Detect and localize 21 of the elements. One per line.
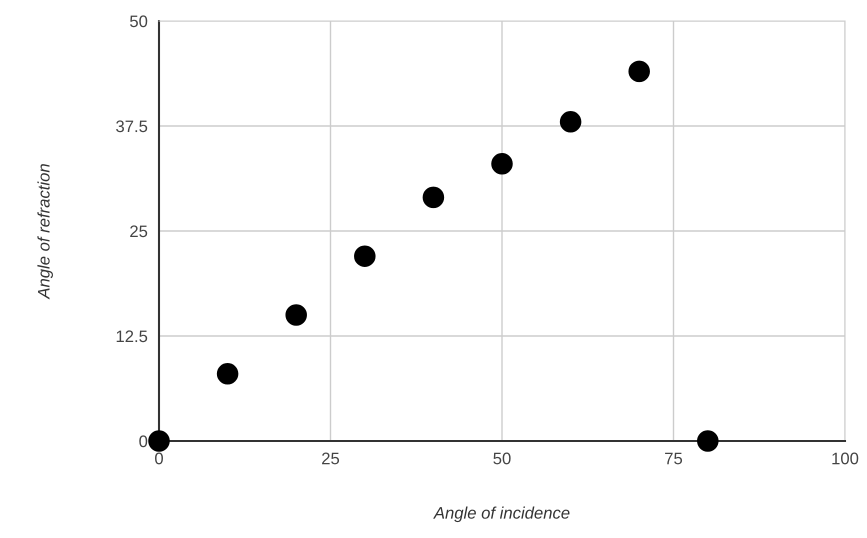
y-tick-label: 0: [139, 435, 148, 448]
point: [422, 186, 444, 208]
point: [560, 111, 582, 133]
point: [697, 430, 719, 452]
point: [491, 153, 513, 175]
point: [148, 430, 170, 452]
point: [354, 245, 376, 267]
y-tick-label: 25: [130, 225, 148, 238]
y-tick-label: 50: [130, 15, 148, 28]
y-tick-label: 12.5: [116, 330, 148, 342]
point: [628, 60, 650, 82]
y-axis-title: Angle of refraction: [37, 164, 53, 300]
x-tick-label: 25: [322, 452, 340, 464]
y-tick-label: 37.5: [116, 120, 148, 132]
point: [216, 363, 238, 385]
point: [285, 304, 307, 326]
x-axis-title: Angle of incidence: [433, 506, 570, 522]
x-tick-label: 50: [493, 452, 511, 464]
x-tick-label: 0: [155, 452, 163, 464]
x-tick-label: 75: [665, 452, 682, 464]
x-tick-label: 100: [832, 452, 858, 464]
